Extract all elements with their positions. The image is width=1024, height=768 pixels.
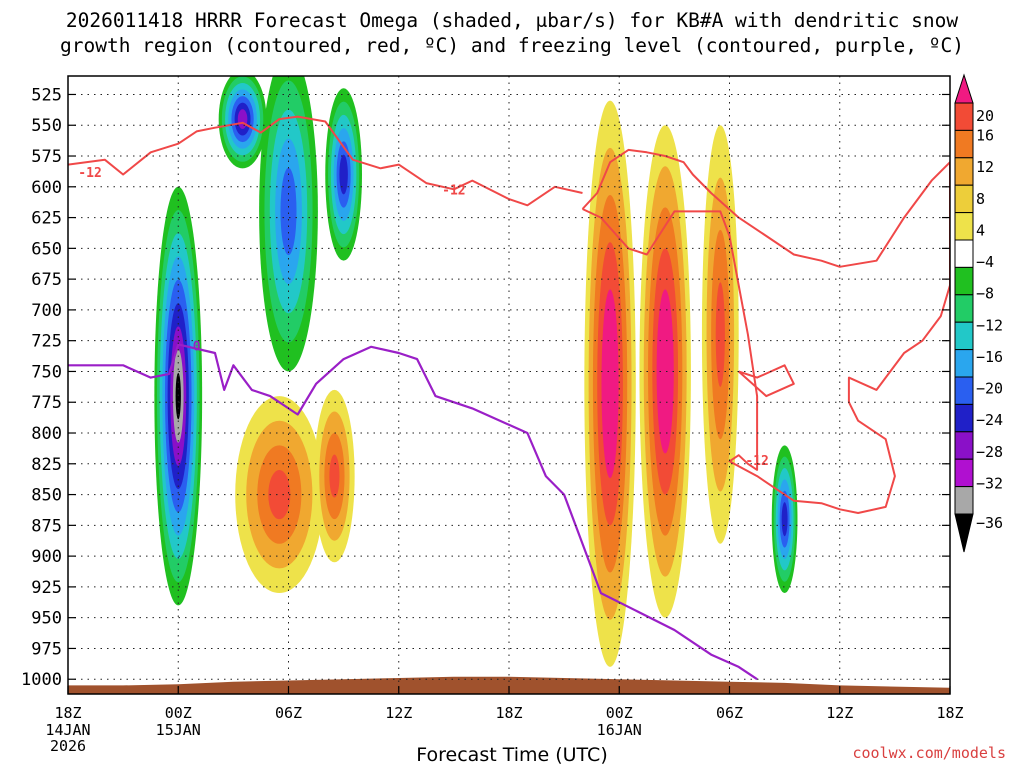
colorbar-swatch-8 (954, 321, 974, 351)
colorbar-label-4: 4 (976, 221, 985, 239)
ytick-label-750: 750 (31, 362, 62, 382)
xtick-label-1: 00Z (165, 704, 192, 722)
xtick-sublabel-1-0: 15JAN (156, 721, 201, 739)
colorbar-bottom-arrow (954, 513, 974, 553)
colorbar-swatch-9 (954, 349, 974, 378)
omega-region-4-3 (268, 469, 291, 520)
ytick-label-925: 925 (31, 578, 62, 598)
ytick-label-675: 675 (31, 270, 62, 290)
ytick-label-975: 975 (31, 639, 62, 659)
colorbar-swatch-12 (954, 431, 974, 460)
colorbar: 20 16 12 8 4 −4 −8 −12 −16 −20 −24 −28 −32 −36 (954, 73, 1003, 553)
ytick-label-625: 625 (31, 209, 62, 229)
xtick-sublabel-0-0: 14JAN (45, 721, 90, 739)
colorbar-swatch-11 (954, 403, 974, 433)
colorbar-label-1: 16 (976, 127, 994, 145)
dgz-contour-small (738, 364, 795, 398)
ytick-label-825: 825 (31, 455, 62, 475)
colorbar-swatch-14 (954, 486, 974, 515)
y-axis: 525 550 575 600 625 650 675 700 725 750 775 800 825 8… (21, 85, 950, 690)
ytick-label-950: 950 (31, 609, 62, 629)
xtick-label-0: 18Z (54, 704, 81, 722)
xtick-label-2: 06Z (275, 704, 302, 722)
colorbar-label-11: −28 (976, 443, 1003, 461)
ytick-label-725: 725 (31, 332, 62, 352)
colorbar-swatch-4 (954, 212, 974, 241)
xtick-label-7: 12Z (826, 704, 853, 722)
dgz-label-2: -12 (442, 183, 465, 198)
colorbar-swatch-0 (954, 102, 974, 131)
omega-region-6-5 (605, 336, 615, 431)
ytick-label-775: 775 (31, 393, 62, 413)
xtick-label-5: 00Z (606, 704, 633, 722)
xtick-label-4: 18Z (495, 704, 522, 722)
colorbar-label-6: −8 (976, 285, 994, 303)
colorbar-label-10: −24 (976, 411, 1003, 429)
xtick-sublabel-0-1: 2026 (50, 737, 86, 755)
colorbar-swatch-6 (954, 266, 974, 296)
ytick-label-800: 800 (31, 424, 62, 444)
colorbar-label-5: −4 (976, 253, 994, 271)
grid-layer (68, 76, 950, 694)
ytick-label-875: 875 (31, 516, 62, 536)
colorbar-label-8: −16 (976, 348, 1003, 366)
colorbar-swatch-3 (954, 184, 974, 214)
xtick-label-8: 18Z (936, 704, 963, 722)
omega-region-1-6 (237, 109, 248, 129)
colorbar-label-2: 12 (976, 158, 994, 176)
xtick-label-6: 06Z (716, 704, 743, 722)
dgz-label-1: -12 (78, 166, 101, 181)
omega-region-0-8 (175, 372, 181, 420)
omega-region-9-5 (781, 502, 788, 537)
ytick-label-1000: 1000 (21, 670, 62, 690)
colorbar-swatch-5 (954, 239, 974, 268)
colorbar-label-7: −12 (976, 316, 1003, 334)
x-axis-title: Forecast Time (UTC) (416, 744, 608, 766)
dgz-contour-upper (68, 115, 583, 207)
colorbar-swatch-1 (954, 129, 974, 159)
omega-region-3-5 (339, 154, 348, 195)
ytick-label-700: 700 (31, 301, 62, 321)
colorbar-top-arrow (954, 73, 974, 104)
ytick-label-575: 575 (31, 147, 62, 167)
ytick-label-900: 900 (31, 547, 62, 567)
ytick-label-600: 600 (31, 178, 62, 198)
contour-layer: -12 -12 -12 0 (68, 115, 950, 681)
colorbar-swatch-7 (954, 294, 974, 323)
omega-region-2-4 (280, 167, 297, 256)
chart-title-line1: 2026011418 HRRR Forecast Omega (shaded, … (65, 9, 959, 32)
ytick-label-650: 650 (31, 239, 62, 259)
ytick-label-525: 525 (31, 85, 62, 105)
chart-title: 2026011418 HRRR Forecast Omega (shaded, … (0, 8, 1024, 58)
plot-area: -12 -12 -12 0 (68, 76, 950, 694)
colorbar-label-13: −36 (976, 514, 1003, 532)
colorbar-label-3: 8 (976, 190, 985, 208)
omega-region-8-3 (715, 282, 725, 387)
omega-region-7-5 (660, 330, 670, 413)
ytick-label-550: 550 (31, 116, 62, 136)
colorbar-swatch-13 (954, 458, 974, 488)
colorbar-label-9: −20 (976, 380, 1003, 398)
omega-field (154, 76, 798, 667)
ytick-label-850: 850 (31, 486, 62, 506)
colorbar-label-12: −32 (976, 474, 1003, 492)
site-credit: coolwx.com/models (852, 744, 1006, 762)
freezing-level-contour (68, 343, 758, 681)
colorbar-label-0: 20 (976, 107, 994, 125)
colorbar-swatch-2 (954, 157, 974, 186)
dgz-label-3: -12 (745, 454, 768, 469)
colorbar-swatch-10 (954, 376, 974, 405)
chart-title-line2: growth region (contoured, red, ºC) and f… (60, 34, 964, 57)
omega-region-5-3 (329, 454, 340, 498)
xtick-label-3: 12Z (385, 704, 412, 722)
xtick-sublabel-5-0: 16JAN (597, 721, 642, 739)
dgz-contour-closed (581, 148, 950, 514)
freezing-label: 0 (193, 340, 201, 355)
